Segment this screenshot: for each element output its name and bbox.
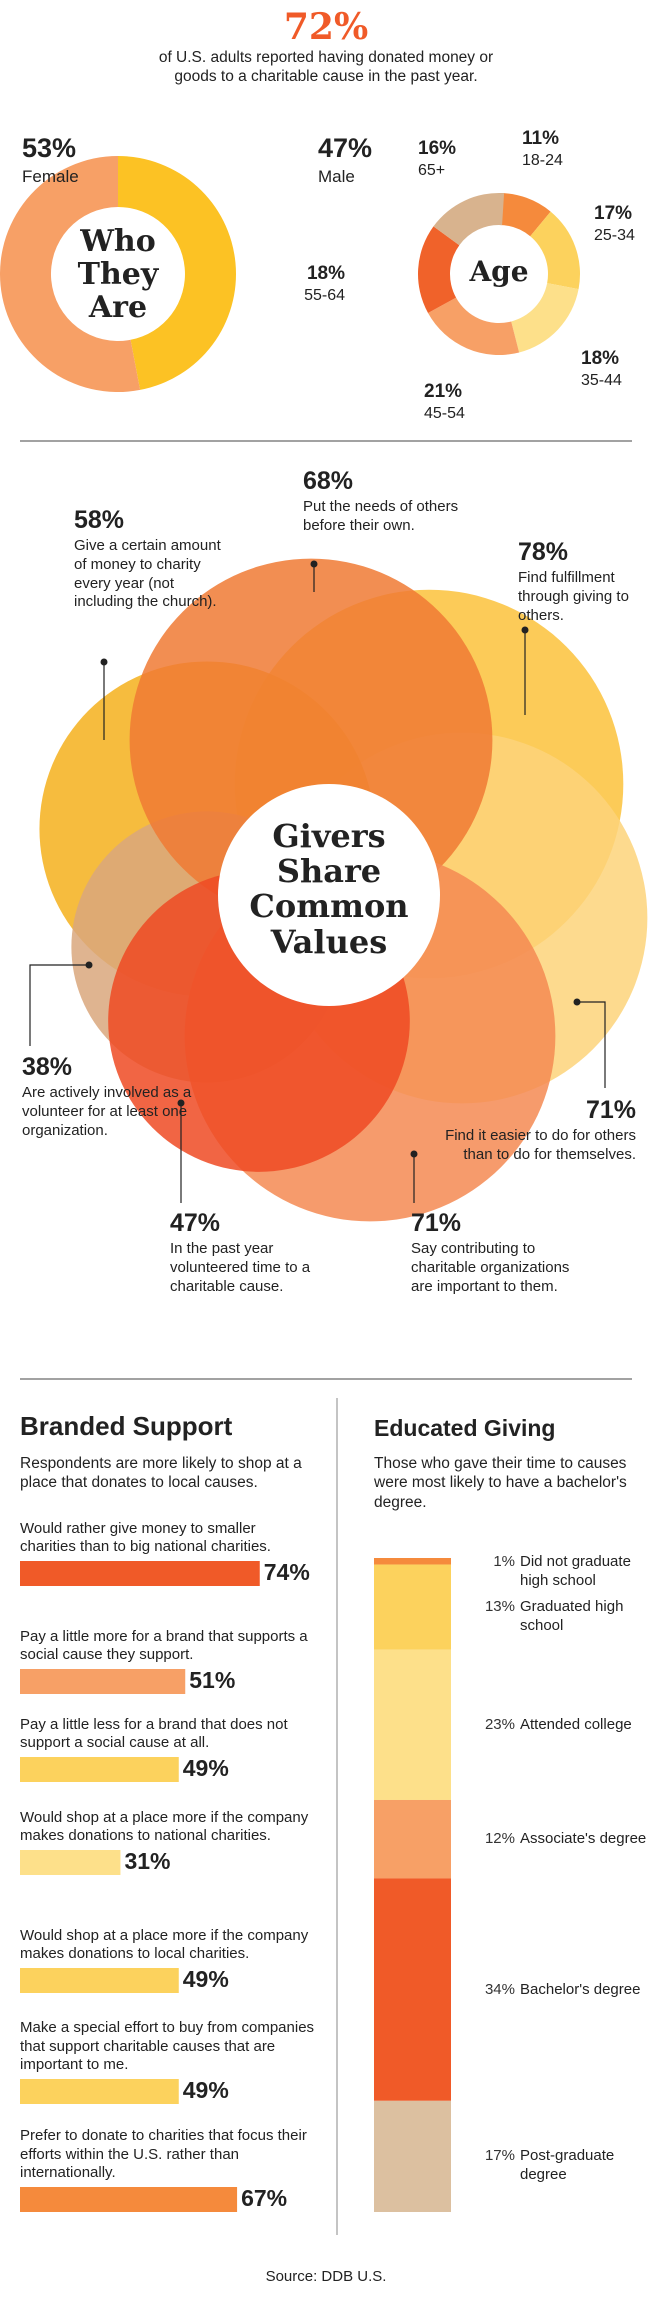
donut-segment (511, 283, 579, 353)
category-label: Are actively involved as a volunteer for… (22, 1084, 192, 1139)
value-label: 71% (411, 1209, 462, 1237)
leader-dot (310, 560, 318, 568)
value-label: 47% (318, 133, 373, 163)
bar (20, 2079, 179, 2104)
leader-line (577, 1001, 606, 1088)
value-label: 58% (74, 506, 125, 534)
value-label: 34% (484, 1980, 515, 1998)
section-title: Branded Support (20, 1411, 233, 1441)
value-label: 74% (263, 1559, 310, 1585)
bar-segment (374, 1878, 451, 2101)
category-label: 18-24 (522, 152, 563, 169)
category-label: 25-34 (594, 227, 635, 244)
category-label: Put the needs of others before their own… (303, 498, 459, 534)
category-label: Post-graduate degree (520, 2147, 615, 2184)
donut-segment (418, 226, 460, 314)
category-label: Pay a little more for a brand that suppo… (20, 1627, 308, 1664)
value-label: 51% (189, 1667, 236, 1693)
category-label: Would shop at a place more if the compan… (20, 1926, 309, 1963)
value-label: 23% (484, 1715, 515, 1733)
category-label: Make a special effort to buy from compan… (20, 2018, 315, 2074)
donut-segment (433, 192, 505, 246)
value-label: 12% (484, 1830, 515, 1848)
leader-line (29, 964, 89, 1046)
leader-dot (177, 1099, 185, 1107)
value-label: 17% (594, 203, 633, 224)
headline-text: of U.S. adults reported having donated m… (158, 49, 494, 86)
category-label: 55-64 (304, 287, 345, 304)
value-label: 49% (182, 2077, 229, 2103)
donut-segment (118, 156, 236, 390)
value-label: 49% (182, 1966, 229, 1992)
category-label: Find it easier to do for others than to … (445, 1127, 636, 1163)
category-label: Associate's degree (520, 1830, 647, 1848)
value-label: 18% (306, 263, 345, 284)
value-label: 47% (170, 1209, 221, 1237)
value-label: 71% (585, 1096, 636, 1124)
category-label: Find fulfillment through giving to other… (518, 569, 629, 624)
venn-title: Givers Share Common Values (249, 817, 409, 961)
leader-dot (100, 658, 108, 666)
category-label: Would shop at a place more if the compan… (20, 1808, 309, 1845)
bar (20, 1850, 121, 1875)
value-label: 31% (124, 1848, 171, 1874)
category-label: Prefer to donate to charities that focus… (20, 2126, 307, 2182)
value-label: 11% (522, 128, 559, 149)
bar (20, 1968, 179, 1993)
value-label: 21% (424, 381, 463, 402)
value-label: 38% (22, 1053, 73, 1081)
bar-segment (374, 1558, 451, 1565)
category-label: Give a certain amount of money to charit… (74, 537, 221, 611)
category-label: Female (22, 167, 79, 186)
bar (20, 1561, 260, 1586)
bar-segment (374, 1564, 451, 1650)
category-label: Male (318, 167, 355, 186)
category-label: Attended college (520, 1715, 632, 1733)
bar (20, 1669, 186, 1694)
leader-dot (410, 1150, 418, 1158)
category-label: 35-44 (581, 372, 622, 389)
leader-dot (573, 998, 581, 1006)
category-label: 45-54 (424, 405, 465, 422)
section-title: Educated Giving (374, 1415, 556, 1441)
donut-title: Who They Are (77, 223, 159, 325)
donut-segment (428, 297, 520, 356)
value-label: 18% (581, 348, 620, 369)
source: Source: DDB U.S. (265, 2268, 387, 2285)
category-label: Say contributing to charitable organizat… (411, 1240, 570, 1295)
headline: 72% (283, 6, 369, 48)
category-label: Pay a little less for a brand that does … (20, 1715, 288, 1752)
value-label: 17% (484, 2147, 515, 2165)
section-subtitle: Those who gave their time to causes were… (374, 1455, 627, 1511)
category-label: Would rather give money to smaller chari… (20, 1519, 271, 1556)
category-label: In the past year volunteered time to a c… (170, 1240, 311, 1295)
value-label: 1% (493, 1553, 515, 1570)
value-label: 53% (22, 133, 77, 163)
value-label: 78% (518, 538, 569, 566)
value-label: 16% (418, 138, 457, 159)
value-label: 67% (241, 2185, 288, 2211)
center-circle (218, 784, 440, 1006)
category-label: 65+ (418, 162, 446, 179)
section-subtitle: Respondents are more likely to shop at a… (20, 1455, 302, 1492)
value-label: 68% (303, 467, 354, 495)
bar-segment (374, 2100, 451, 2212)
category-label: Graduated high school (520, 1598, 624, 1634)
leader-dot (85, 961, 93, 969)
bar-segment (374, 1799, 451, 1879)
value-label: 49% (182, 1755, 229, 1781)
donut-segment (499, 193, 551, 237)
donut-segment (530, 211, 581, 290)
category-label: Did not graduate high school (520, 1553, 631, 1589)
donut-title: Age (469, 255, 529, 289)
bar (20, 1757, 179, 1782)
category-label: Bachelor's degree (520, 1980, 641, 1998)
donut-segment (0, 156, 141, 392)
value-label: 13% (484, 1598, 515, 1616)
bar-segment (374, 1649, 451, 1800)
leader-dot (521, 626, 529, 634)
bar (20, 2187, 238, 2212)
